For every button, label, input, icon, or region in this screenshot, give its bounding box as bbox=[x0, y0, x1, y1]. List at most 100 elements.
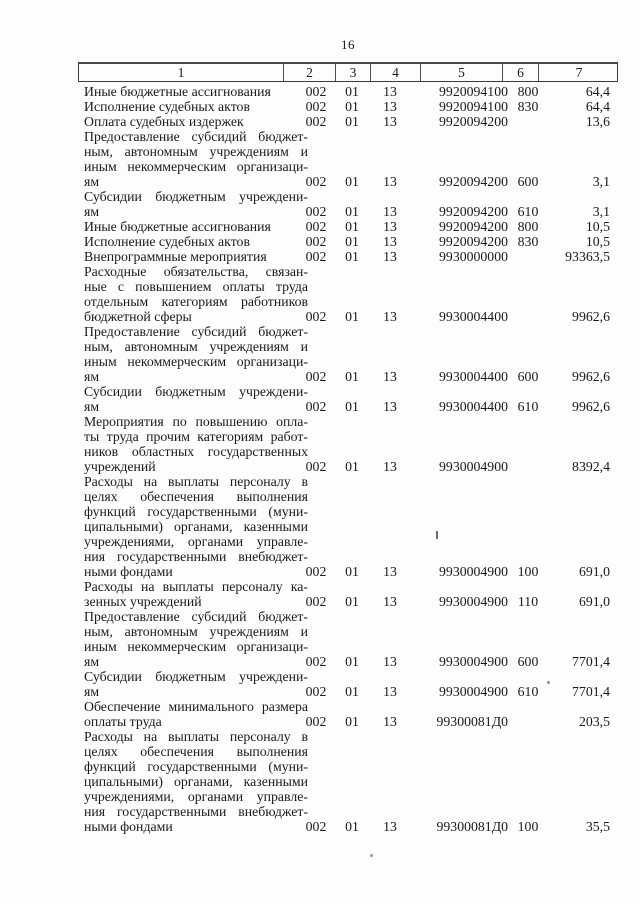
col-grbs: 002 bbox=[305, 84, 327, 99]
row-title-line: Иные бюджетные ассигнования bbox=[84, 219, 271, 234]
table-row: Субсидии бюджетным учреждени-ям 002 01 13 99… bbox=[78, 669, 618, 699]
col-expense-type: 610 bbox=[517, 684, 539, 699]
col-amount: 35,5 bbox=[585, 819, 610, 834]
col-amount: 10,5 bbox=[585, 234, 610, 249]
row-title: Иные бюджетные ассигнования bbox=[78, 219, 308, 234]
col-subsection: 13 bbox=[383, 234, 397, 249]
row-title-line: целях обеспечения выполнения bbox=[84, 744, 308, 759]
row-title-line: Расходы на выплаты персоналу в bbox=[84, 474, 308, 489]
row-title-line: Предоставление субсидий бюджет- bbox=[84, 129, 308, 144]
table-row: Иные бюджетные ассигнования 002 01 13 992009… bbox=[78, 84, 618, 99]
col-expense-type: 800 bbox=[517, 84, 539, 99]
col-subsection: 13 bbox=[383, 99, 397, 114]
col-target-article: 9920094200 bbox=[439, 174, 508, 189]
col-amount: 93363,5 bbox=[565, 249, 610, 264]
col-grbs: 002 bbox=[305, 369, 327, 384]
row-title: Оплата судебных издержек bbox=[78, 114, 308, 129]
col-expense-type: 610 bbox=[517, 204, 539, 219]
table-row: Расходы на выплаты персоналу ка-зенных у… bbox=[78, 579, 618, 609]
col-target-article: 9930004900 bbox=[439, 654, 508, 669]
col-subsection: 13 bbox=[383, 714, 397, 729]
col-grbs: 002 bbox=[305, 654, 327, 669]
row-title-line: ям bbox=[84, 684, 100, 699]
table-row: Исполнение судебных актов 002 01 13 99200941… bbox=[78, 99, 618, 114]
table-row: Обеспечение минимального размера оплаты т… bbox=[78, 699, 618, 729]
table-body: Иные бюджетные ассигнования 002 01 13 992009… bbox=[78, 84, 618, 834]
row-title-line: Оплата судебных издержек bbox=[84, 114, 244, 129]
col-grbs: 002 bbox=[305, 249, 327, 264]
row-title-line: Субсидии бюджетным учреждени- bbox=[84, 669, 308, 684]
col-section: 01 bbox=[345, 369, 359, 384]
row-title: Субсидии бюджетным учреждени-ям bbox=[78, 384, 308, 414]
row-title-line: Мероприятия по повышению опла- bbox=[84, 414, 308, 429]
row-title-line: ципальными) органами, казенными bbox=[84, 774, 308, 789]
col-section: 01 bbox=[345, 219, 359, 234]
col-target-article: 9930004900 bbox=[439, 459, 508, 474]
col-grbs: 002 bbox=[305, 819, 327, 834]
table-row: Субсидии бюджетным учреждени-ям 002 01 13 99… bbox=[78, 189, 618, 219]
col-section: 01 bbox=[345, 234, 359, 249]
col-expense-type: 800 bbox=[517, 219, 539, 234]
row-title-line: Иные бюджетные ассигнования bbox=[84, 84, 271, 99]
col-section: 01 bbox=[345, 114, 359, 129]
row-title-line: ям bbox=[84, 174, 100, 189]
table-row: Расходы на выплаты персоналу в целях обес… bbox=[78, 474, 618, 579]
row-title: Внепрограммные мероприятия bbox=[78, 249, 308, 264]
col-grbs: 002 bbox=[305, 204, 327, 219]
col-target-article: 9920094200 bbox=[439, 219, 508, 234]
row-title: Субсидии бюджетным учреждени-ям bbox=[78, 669, 308, 699]
row-title-line: ными фондами bbox=[84, 564, 173, 579]
row-title-line: ным, автономным учреждениям и bbox=[84, 624, 308, 639]
col-amount: 203,5 bbox=[578, 714, 610, 729]
col-section: 01 bbox=[345, 99, 359, 114]
col-section: 01 bbox=[345, 459, 359, 474]
scan-artifact-dot bbox=[547, 681, 550, 684]
col-subsection: 13 bbox=[383, 459, 397, 474]
col-expense-type: 100 bbox=[517, 564, 539, 579]
col-amount: 691,0 bbox=[578, 594, 610, 609]
row-title: Расходы на выплаты персоналу в целях обес… bbox=[78, 474, 308, 579]
scan-artifact-dot bbox=[370, 854, 373, 857]
scan-artifact-tick bbox=[436, 531, 438, 539]
row-title-line: ным, автономным учреждениям и bbox=[84, 339, 308, 354]
col-grbs: 002 bbox=[305, 174, 327, 189]
col-section: 01 bbox=[345, 684, 359, 699]
col-target-article: 9930004400 bbox=[439, 399, 508, 414]
col-grbs: 002 bbox=[305, 114, 327, 129]
col-grbs: 002 bbox=[305, 234, 327, 249]
col-amount: 64,4 bbox=[585, 99, 610, 114]
row-title-line: Предоставление субсидий бюджет- bbox=[84, 609, 308, 624]
col-amount: 691,0 bbox=[578, 564, 610, 579]
col-section: 01 bbox=[345, 594, 359, 609]
row-title-line: ям bbox=[84, 399, 100, 414]
col-subsection: 13 bbox=[383, 219, 397, 234]
row-title-line: зенных учреждений bbox=[84, 594, 202, 609]
col-amount: 3,1 bbox=[592, 204, 610, 219]
table-header-cell-2: 2 bbox=[284, 64, 336, 81]
col-amount: 9962,6 bbox=[572, 399, 610, 414]
row-title-line: Внепрограммные мероприятия bbox=[84, 249, 267, 264]
col-section: 01 bbox=[345, 309, 359, 324]
row-title-line: учреждениями, органами управле- bbox=[84, 534, 308, 549]
col-target-article: 9930000000 bbox=[439, 249, 508, 264]
row-title-line: ты труда прочим категориям работ- bbox=[84, 429, 308, 444]
col-target-article: 9930004900 bbox=[439, 564, 508, 579]
col-amount: 9962,6 bbox=[572, 369, 610, 384]
col-target-article: 9920094200 bbox=[439, 204, 508, 219]
col-subsection: 13 bbox=[383, 84, 397, 99]
col-target-article: 9920094100 bbox=[439, 84, 508, 99]
row-title-line: ные с повышением оплаты труда bbox=[84, 279, 308, 294]
col-section: 01 bbox=[345, 819, 359, 834]
row-title-line: ния государственными внебюджет- bbox=[84, 549, 308, 564]
row-title: Предоставление субсидий бюджет-ным, авто… bbox=[78, 129, 308, 189]
col-grbs: 002 bbox=[305, 219, 327, 234]
row-title-line: Исполнение судебных актов bbox=[84, 234, 250, 249]
table-row: Предоставление субсидий бюджет-ным, авто… bbox=[78, 609, 618, 669]
table-row: Иные бюджетные ассигнования 002 01 13 992009… bbox=[78, 219, 618, 234]
table-header-cell-6: 6 bbox=[503, 64, 539, 81]
row-title-line: ям bbox=[84, 369, 100, 384]
col-target-article: 9920094200 bbox=[439, 234, 508, 249]
col-subsection: 13 bbox=[383, 564, 397, 579]
col-subsection: 13 bbox=[383, 399, 397, 414]
col-target-article: 9930004900 bbox=[439, 594, 508, 609]
